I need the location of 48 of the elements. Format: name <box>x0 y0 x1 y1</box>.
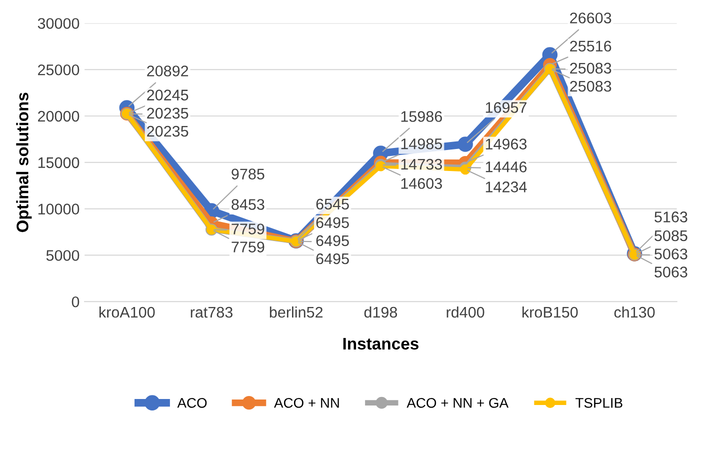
y-tick-label: 20000 <box>38 110 80 122</box>
data-label: 9785 <box>232 168 264 180</box>
y-tick-label: 0 <box>72 296 80 308</box>
data-label: 20235 <box>147 108 188 119</box>
legend-label: ACO + NN + GA <box>406 398 509 408</box>
data-label: 15986 <box>401 111 442 122</box>
data-label: 5163 <box>654 212 688 222</box>
y-tick-label: 30000 <box>38 18 80 29</box>
data-label: 25083 <box>570 62 612 74</box>
legend-label: TSPLIB <box>576 398 622 408</box>
data-label: 25083 <box>570 80 612 92</box>
x-tick-label: rd400 <box>446 306 484 318</box>
data-label: 14234 <box>486 182 527 192</box>
y-tick-label: 10000 <box>38 204 80 214</box>
x-tick-label: berlin52 <box>270 306 323 318</box>
data-label: 6545 <box>316 198 349 210</box>
data-label: 14733 <box>401 158 442 170</box>
data-label: 16957 <box>486 102 526 113</box>
data-label: 14603 <box>401 178 442 189</box>
data-label: 26603 <box>570 12 612 24</box>
data-label: 8453 <box>232 199 264 210</box>
x-tick-label: kroA100 <box>99 306 155 318</box>
y-tick-label: 25000 <box>38 64 80 76</box>
data-label: 5063 <box>654 248 688 260</box>
y-tick-label: 5000 <box>46 250 80 261</box>
data-label: 25516 <box>570 40 612 52</box>
data-label: 6495 <box>316 253 349 264</box>
data-label: 7759 <box>232 224 264 234</box>
x-tick-label: kroB150 <box>522 306 578 318</box>
data-label: 5063 <box>654 266 688 278</box>
data-label: 5085 <box>654 230 688 242</box>
x-axis-title: Instances <box>343 338 418 350</box>
y-axis-title: Optimal solutions <box>16 92 32 232</box>
legend-label: ACO <box>177 398 207 408</box>
x-tick-label: d198 <box>364 306 398 318</box>
data-label: 14446 <box>486 162 527 172</box>
data-label: 14985 <box>401 138 442 150</box>
data-label: 20892 <box>147 66 188 76</box>
data-label: 6495 <box>316 235 349 246</box>
data-label: 7759 <box>232 242 264 252</box>
legend-label: ACO + NN <box>274 398 339 408</box>
data-label: 6495 <box>316 217 349 228</box>
data-label: 20245 <box>147 90 188 100</box>
y-tick-label: 15000 <box>38 157 80 168</box>
data-label: 14963 <box>486 138 527 150</box>
x-tick-label: rat783 <box>190 306 232 318</box>
x-tick-label: ch130 <box>614 306 655 318</box>
data-label: 20235 <box>147 126 188 137</box>
